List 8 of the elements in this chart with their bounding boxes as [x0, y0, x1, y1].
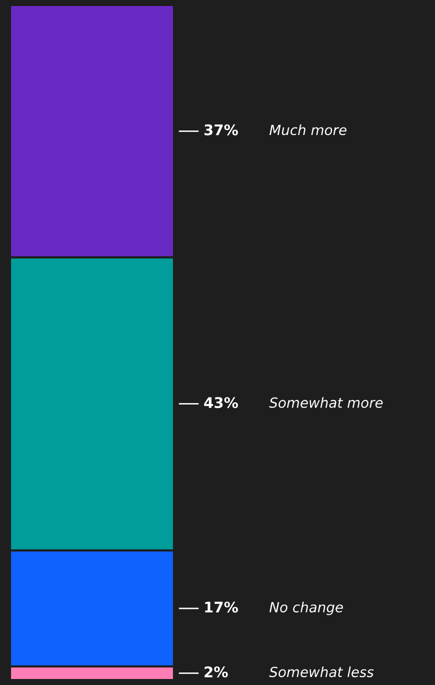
- text: Somewhat more: [269, 397, 383, 408]
- text: Somewhat less: [269, 666, 374, 678]
- data-label: 2%: [204, 666, 228, 678]
- data-label: 43%: [204, 397, 238, 408]
- data-label: 37%: [204, 124, 238, 136]
- text: Much more: [269, 124, 346, 136]
- text: No change: [269, 602, 343, 616]
- data-label: 17%: [205, 602, 238, 613]
